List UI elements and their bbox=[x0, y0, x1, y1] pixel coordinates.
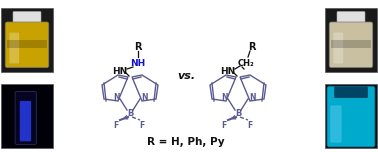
Text: N: N bbox=[141, 93, 147, 102]
FancyBboxPatch shape bbox=[335, 87, 367, 98]
FancyBboxPatch shape bbox=[20, 101, 31, 141]
Text: HN: HN bbox=[220, 67, 235, 76]
FancyBboxPatch shape bbox=[1, 8, 53, 72]
Text: B: B bbox=[127, 109, 133, 117]
FancyBboxPatch shape bbox=[329, 22, 373, 68]
FancyBboxPatch shape bbox=[325, 8, 377, 72]
FancyBboxPatch shape bbox=[331, 40, 371, 48]
FancyBboxPatch shape bbox=[330, 105, 342, 143]
Text: NH: NH bbox=[130, 59, 146, 67]
FancyBboxPatch shape bbox=[337, 12, 365, 25]
FancyBboxPatch shape bbox=[325, 84, 377, 148]
Text: N: N bbox=[249, 93, 255, 102]
Text: F: F bbox=[222, 121, 227, 130]
Text: HN: HN bbox=[112, 67, 128, 76]
Text: B: B bbox=[235, 109, 241, 117]
Text: R: R bbox=[134, 42, 142, 52]
FancyBboxPatch shape bbox=[1, 84, 53, 148]
Text: F: F bbox=[113, 121, 119, 130]
FancyBboxPatch shape bbox=[333, 33, 343, 63]
Text: R = H, Ph, Py: R = H, Ph, Py bbox=[147, 137, 225, 147]
FancyBboxPatch shape bbox=[5, 22, 49, 68]
Text: R: R bbox=[248, 42, 256, 52]
FancyBboxPatch shape bbox=[327, 86, 375, 147]
FancyBboxPatch shape bbox=[9, 33, 19, 63]
Text: vs.: vs. bbox=[177, 71, 195, 81]
Text: F: F bbox=[139, 121, 145, 130]
FancyBboxPatch shape bbox=[15, 92, 36, 144]
FancyBboxPatch shape bbox=[13, 12, 41, 25]
Text: F: F bbox=[247, 121, 253, 130]
Text: CH₂: CH₂ bbox=[238, 59, 254, 67]
Text: N: N bbox=[221, 93, 227, 102]
FancyBboxPatch shape bbox=[7, 40, 47, 48]
Text: N: N bbox=[113, 93, 119, 102]
